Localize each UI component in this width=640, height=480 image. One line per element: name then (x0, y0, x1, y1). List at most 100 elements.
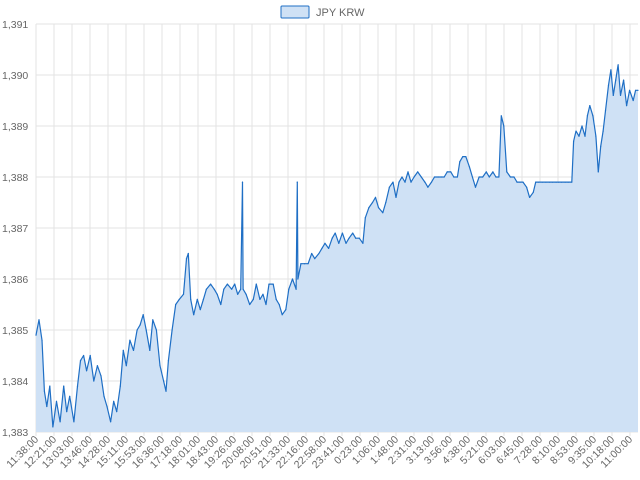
data-point (632, 99, 634, 102)
data-point (619, 94, 622, 96)
data-point (159, 365, 161, 367)
data-point (615, 79, 617, 81)
data-point (437, 176, 439, 178)
data-point (352, 232, 354, 234)
data-point (89, 354, 91, 357)
data-point (182, 293, 185, 295)
data-point (513, 176, 515, 178)
y-tick-label: 1,391 (2, 19, 28, 31)
data-point (175, 303, 177, 306)
data-point (163, 380, 165, 382)
data-point (202, 298, 204, 300)
data-point (453, 176, 455, 178)
data-point (526, 186, 528, 188)
data-point (241, 181, 244, 183)
data-point (555, 181, 557, 183)
data-point (433, 176, 436, 178)
data-point (234, 283, 236, 285)
data-point (374, 196, 377, 198)
data-point (231, 288, 233, 290)
data-point (503, 125, 505, 127)
data-point (474, 186, 477, 188)
data-point (59, 421, 61, 423)
data-point (589, 105, 591, 107)
data-point (125, 365, 127, 367)
data-point (255, 283, 257, 285)
data-point (478, 176, 480, 178)
data-point (586, 115, 589, 117)
data-point (413, 176, 415, 178)
data-point (382, 212, 384, 214)
data-point (35, 334, 37, 336)
data-point (420, 176, 422, 178)
data-point (73, 421, 75, 423)
data-point (548, 181, 551, 183)
data-point (139, 324, 141, 326)
data-point (103, 395, 105, 397)
data-point (495, 176, 497, 178)
legend-swatch[interactable] (280, 5, 310, 19)
data-point (178, 298, 180, 300)
data-point (245, 293, 247, 295)
data-point (519, 181, 521, 183)
data-point (321, 247, 323, 249)
data-point (85, 370, 88, 372)
data-point (459, 161, 461, 163)
data-point (424, 181, 426, 183)
data-point (516, 181, 518, 183)
legend-label[interactable]: JPY KRW (316, 7, 365, 19)
data-point (488, 176, 490, 178)
data-point (604, 110, 607, 112)
data-point (625, 105, 628, 107)
data-point (116, 411, 118, 413)
data-point (296, 181, 298, 183)
data-point (417, 171, 419, 173)
data-point (314, 258, 316, 260)
data-point (318, 252, 320, 255)
data-point (509, 176, 511, 178)
data-point (220, 303, 222, 306)
data-point (545, 181, 547, 183)
data-point (597, 171, 599, 173)
data-point (385, 201, 387, 204)
data-point (142, 314, 144, 316)
data-point (288, 288, 290, 290)
data-point (209, 283, 212, 285)
data-point (193, 314, 195, 316)
data-point (265, 303, 267, 306)
data-point (237, 293, 239, 295)
data-point (113, 400, 115, 402)
data-point (307, 263, 309, 265)
data-point (430, 181, 433, 183)
data-point (610, 69, 612, 71)
data-point (167, 360, 170, 362)
data-point (338, 242, 340, 244)
data-point (297, 278, 299, 280)
data-point (66, 411, 68, 413)
data-point (355, 237, 357, 239)
y-tick-label: 1,386 (2, 274, 28, 286)
data-point (622, 79, 625, 81)
data-point (456, 176, 458, 178)
data-point (358, 237, 360, 239)
data-point (49, 385, 51, 387)
data-point (82, 354, 85, 357)
data-point (152, 319, 154, 321)
series-fill (36, 64, 638, 433)
data-point (324, 242, 326, 244)
data-point (560, 181, 563, 183)
data-point (634, 89, 637, 91)
data-point (637, 89, 639, 91)
data-point (149, 349, 151, 351)
data-point (129, 339, 131, 341)
data-point (407, 171, 409, 173)
data-point (52, 426, 54, 428)
data-point (535, 181, 537, 183)
data-point (592, 115, 594, 117)
data-point (145, 329, 147, 331)
data-point (506, 171, 508, 173)
legend[interactable]: JPY KRW (280, 5, 365, 19)
data-point (485, 171, 487, 173)
data-point (69, 395, 71, 397)
